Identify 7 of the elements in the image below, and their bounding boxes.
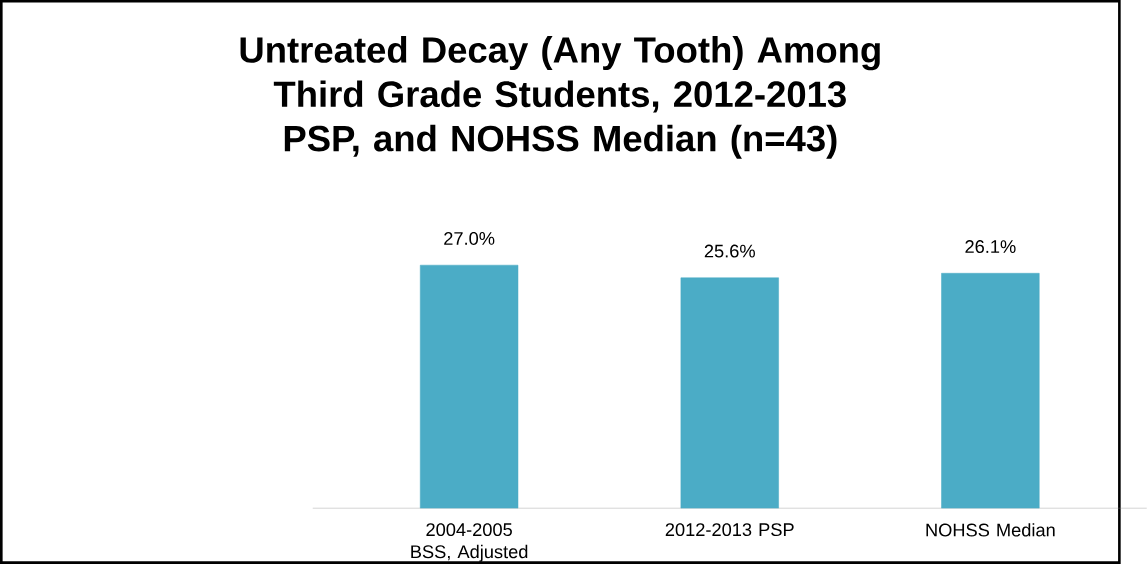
x-tick-label: 2012-2013 PSP bbox=[665, 523, 794, 536]
x-tick-label: NOHSS Median bbox=[926, 523, 1055, 537]
x-tick-label: 2004-2005 BSS, Adjusted bbox=[411, 523, 528, 562]
data-label: 26.1% bbox=[965, 240, 1016, 253]
data-label: 25.6% bbox=[704, 244, 755, 258]
data-label: 27.0% bbox=[444, 231, 495, 245]
chart-title: Untreated Decay (Any Tooth) Among Third Grade Students, 2012-2013 PSP, and NOHSS Median (n=43) bbox=[240, 36, 880, 159]
